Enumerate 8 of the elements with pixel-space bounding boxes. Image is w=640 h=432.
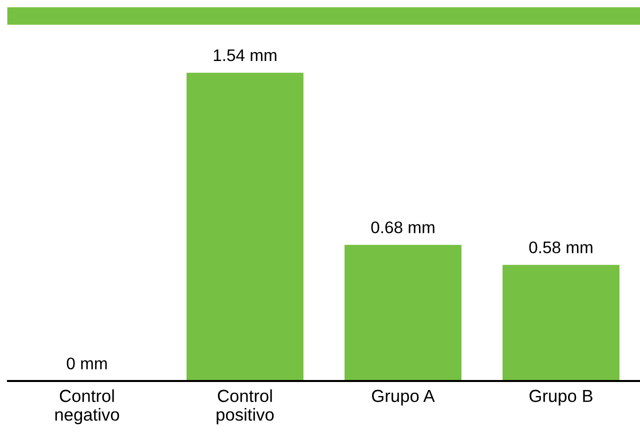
x-tick-label: Grupo A (372, 390, 435, 406)
data-label: 1.54 mm (214, 50, 276, 62)
x-tick-label: Control positivo (216, 389, 274, 424)
data-label: 0.68 mm (371, 221, 434, 234)
data-label: 0 mm (66, 358, 107, 370)
x-tick-label: Grupo B (530, 390, 592, 406)
x-tick-label: Control negativo (55, 389, 120, 424)
data-label: 0.58 mm (529, 241, 592, 254)
